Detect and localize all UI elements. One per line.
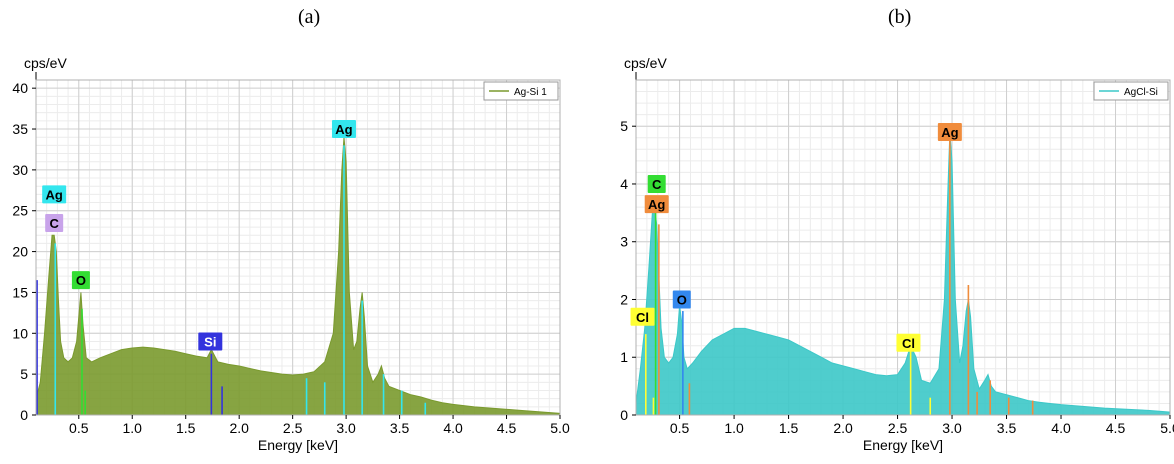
chart-b-spectrum-area bbox=[635, 131, 1171, 416]
chart-b-peak-label-box-2 bbox=[630, 307, 655, 326]
chart-a-peak-label-text-0: Ag bbox=[46, 187, 63, 202]
chart-b-x-tick-label-0: 0.5 bbox=[670, 420, 690, 436]
chart-a-y-tick-label-0: 0 bbox=[20, 407, 28, 423]
eds-spectrum-chart-a: 0.5 1.0 1.5 2.0 2.5 3.0 3.5 4.0 4.5 5.0 0 5 10 15 20 25… bbox=[12, 58, 570, 453]
chart-a-x-tick-label-7: 4.0 bbox=[443, 420, 463, 436]
chart-a-y-tick-label-8: 40 bbox=[12, 80, 28, 96]
chart-b-y-tick-label-0: 0 bbox=[620, 407, 628, 423]
chart-b-x-tick-label-1: 1.0 bbox=[724, 420, 744, 436]
chart-b-peak-label-text-4: Cl bbox=[902, 336, 915, 351]
chart-b-peak-label-box-0 bbox=[647, 174, 666, 193]
chart-b-y-tick-label-1: 1 bbox=[620, 349, 628, 365]
chart-a-peak-label-2: O bbox=[71, 271, 90, 290]
chart-a-legend: Ag-Si 1 bbox=[483, 81, 559, 101]
chart-a-x-tick-label-3: 2.0 bbox=[229, 420, 249, 436]
chart-b-peak-label-text-2: Cl bbox=[636, 310, 649, 325]
chart-b-x-tick-label-6: 3.5 bbox=[997, 420, 1017, 436]
chart-b-x-tick-label-2: 1.5 bbox=[779, 420, 799, 436]
chart-b-x-tick-label-4: 2.5 bbox=[888, 420, 908, 436]
panel-b-label: (b) bbox=[888, 6, 912, 28]
chart-a-y-tick-label-7: 35 bbox=[12, 121, 28, 137]
chart-b-peak-label-box-4 bbox=[896, 333, 921, 352]
chart-b-y-tick-label-5: 5 bbox=[620, 118, 628, 134]
chart-b-x-tick-label-8: 4.5 bbox=[1106, 420, 1126, 436]
chart-a-y-axis-title: cps/eV bbox=[24, 58, 67, 71]
chart-a-peak-label-box-1 bbox=[45, 213, 64, 232]
chart-a-x-tick-label-5: 3.0 bbox=[336, 420, 356, 436]
chart-b-peak-label-4: Cl bbox=[896, 333, 921, 352]
chart-a-peak-label-4: Ag bbox=[331, 120, 356, 139]
chart-a-y-tick-label-1: 5 bbox=[20, 366, 28, 382]
chart-a-peak-label-0: Ag bbox=[42, 185, 67, 204]
chart-b-peak-label-box-3 bbox=[672, 290, 691, 309]
chart-a-peak-label-box-4 bbox=[331, 120, 356, 139]
chart-b-x-tick-label-7: 4.0 bbox=[1051, 420, 1071, 436]
chart-a-peak-label-3: Si bbox=[198, 332, 223, 351]
chart-a-y-tick-label-2: 10 bbox=[12, 325, 28, 341]
chart-b-x-axis-title: Energy [keV] bbox=[863, 437, 943, 453]
chart-a-y-tick-label-3: 15 bbox=[12, 284, 28, 300]
chart-a-x-tick-label-0: 0.5 bbox=[69, 420, 89, 436]
chart-a-y-tick-label-6: 30 bbox=[12, 162, 28, 178]
chart-b-plot-frame bbox=[635, 79, 1171, 416]
chart-a-y-tick-label-4: 20 bbox=[12, 244, 28, 260]
chart-a-legend-box bbox=[483, 81, 559, 101]
chart-b-legend: AgCl-Si bbox=[1093, 81, 1169, 101]
chart-b-peak-label-text-1: Ag bbox=[648, 197, 665, 212]
chart-a-y-tick-label-5: 25 bbox=[12, 203, 28, 219]
chart-b-y-tick-label-2: 2 bbox=[620, 291, 628, 307]
eds-spectrum-chart-b: 0.5 1.0 1.5 2.0 2.5 3.0 3.5 4.0 4.5 5.0 0 1 2 3 4 5 cps/… bbox=[620, 58, 1174, 453]
chart-b-peak-label-text-5: Ag bbox=[941, 125, 958, 140]
chart-a-peak-label-box-3 bbox=[198, 332, 223, 351]
chart-a-peak-label-box-2 bbox=[71, 271, 90, 290]
chart-b-y-tick-label-4: 4 bbox=[620, 176, 628, 192]
chart-a-peak-label-text-1: C bbox=[49, 216, 59, 231]
chart-b-peak-label-1: Ag bbox=[644, 195, 669, 214]
chart-b-y-axis-title: cps/eV bbox=[624, 58, 667, 71]
chart-b-peak-label-2: Cl bbox=[630, 307, 655, 326]
chart-a-x-tick-label-8: 4.5 bbox=[497, 420, 517, 436]
chart-a-x-axis-title: Energy [keV] bbox=[258, 437, 338, 453]
chart-a-x-tick-label-6: 3.5 bbox=[390, 420, 410, 436]
chart-b-peak-label-5: Ag bbox=[937, 122, 962, 141]
chart-b-legend-box bbox=[1093, 81, 1169, 101]
chart-b-peak-label-0: C bbox=[647, 174, 666, 193]
chart-a-plot-frame bbox=[35, 79, 561, 416]
chart-a-x-tick-label-1: 1.0 bbox=[123, 420, 143, 436]
chart-a-x-tick-label-4: 2.5 bbox=[283, 420, 303, 436]
panel-a-label: (a) bbox=[298, 6, 321, 28]
chart-b-peak-label-text-0: C bbox=[652, 177, 662, 192]
chart-b-x-tick-label-5: 3.0 bbox=[942, 420, 962, 436]
chart-b-y-tick-label-3: 3 bbox=[620, 234, 628, 250]
chart-b-x-tick-label-9: 5.0 bbox=[1160, 420, 1174, 436]
chart-a-peak-label-1: C bbox=[45, 213, 64, 232]
chart-a-legend-label: Ag-Si 1 bbox=[514, 87, 547, 98]
chart-b-legend-label: AgCl-Si bbox=[1124, 87, 1158, 98]
chart-a-peak-label-box-0 bbox=[42, 185, 67, 204]
chart-b-x-tick-label-3: 2.0 bbox=[833, 420, 853, 436]
chart-a-peak-label-text-3: Si bbox=[204, 334, 216, 349]
chart-b-peak-label-text-3: O bbox=[677, 292, 687, 307]
chart-b-peak-label-3: O bbox=[672, 290, 691, 309]
chart-b-peak-label-box-1 bbox=[644, 195, 669, 214]
chart-a-x-tick-label-2: 1.5 bbox=[176, 420, 196, 436]
chart-a-peak-label-text-4: Ag bbox=[335, 122, 352, 137]
chart-a-peak-label-text-2: O bbox=[76, 273, 86, 288]
chart-b-peak-label-box-5 bbox=[937, 122, 962, 141]
chart-a-x-tick-label-9: 5.0 bbox=[550, 420, 570, 436]
